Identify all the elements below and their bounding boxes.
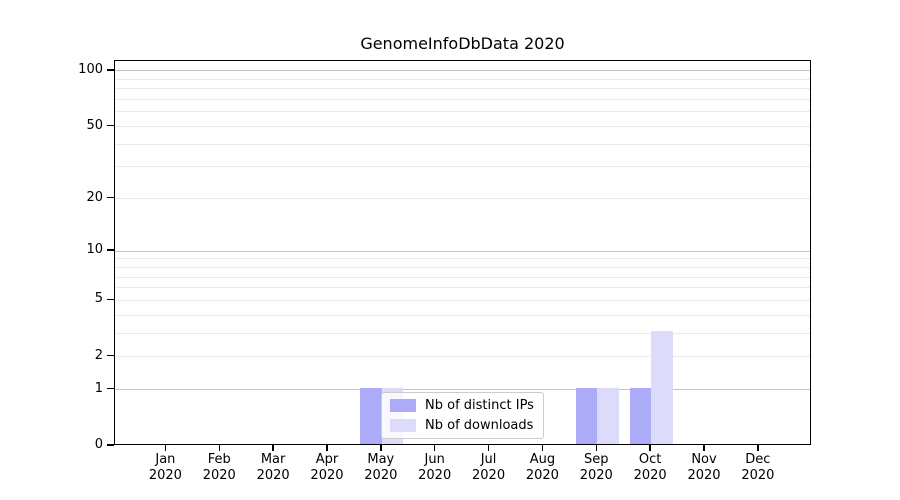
y-tick [107, 196, 114, 199]
y-tick-label: 10 [86, 242, 103, 258]
x-tick-label-may: May 2020 [364, 452, 398, 483]
gridline-minor [115, 258, 810, 260]
gridline-minor [115, 332, 810, 334]
x-tick [272, 445, 274, 451]
x-tick [757, 445, 759, 451]
y-tick-label: 20 [86, 189, 103, 205]
legend-label: Nb of distinct IPs [425, 398, 534, 413]
x-tick [380, 445, 382, 451]
gridline-minor [115, 287, 810, 289]
y-tick-label: 1 [94, 380, 103, 396]
y-tick [107, 69, 114, 71]
y-tick-label: 50 [86, 117, 103, 133]
gridline-minor [115, 111, 810, 113]
gridline-minor [115, 166, 810, 168]
x-tick-label-feb: Feb 2020 [202, 452, 236, 483]
x-tick [595, 445, 597, 451]
legend-row: Nb of downloads [390, 418, 534, 433]
x-tick-label-mar: Mar 2020 [256, 452, 290, 483]
x-tick [541, 445, 544, 451]
gridline-minor [115, 266, 810, 268]
x-tick-label-oct: Oct 2020 [633, 452, 667, 483]
bar-distinct-ips-sep [575, 387, 598, 444]
plot-area [114, 60, 811, 445]
gridline-minor [115, 299, 810, 301]
legend-swatch-icon [390, 419, 416, 432]
x-tick [218, 445, 220, 451]
y-tick [107, 124, 114, 127]
x-tick [703, 445, 705, 451]
x-tick [326, 445, 328, 451]
y-tick-label: 100 [78, 61, 103, 77]
y-tick [107, 355, 114, 357]
x-tick-label-jan: Jan 2020 [148, 452, 182, 483]
legend-label: Nb of downloads [425, 418, 534, 433]
x-tick-label-aug: Aug 2020 [525, 452, 559, 483]
bar-downloads-oct [651, 331, 673, 444]
x-tick [434, 445, 436, 451]
gridline-minor [115, 198, 810, 200]
x-tick-label-nov: Nov 2020 [687, 452, 721, 483]
gridline-minor [115, 99, 810, 101]
x-tick-label-dec: Dec 2020 [741, 452, 775, 483]
legend-row: Nb of distinct IPs [390, 398, 534, 413]
chart-title: GenomeInfoDbData 2020 [360, 34, 565, 53]
y-tick-label: 5 [94, 291, 103, 307]
gridline-minor [115, 126, 810, 127]
gridline-minor [115, 276, 810, 278]
x-tick-label-sep: Sep 2020 [579, 452, 613, 483]
gridline-minor [115, 88, 810, 90]
x-tick-label-apr: Apr 2020 [310, 452, 344, 483]
gridline-major [115, 250, 810, 252]
gridline-major [115, 389, 810, 391]
legend: Nb of distinct IPs Nb of downloads [381, 392, 544, 439]
gridline-minor [115, 78, 810, 80]
gridline-major [115, 70, 810, 72]
y-tick-label: 2 [94, 347, 103, 363]
x-tick [164, 445, 167, 451]
y-tick [107, 298, 114, 301]
bar-downloads-sep [597, 387, 619, 444]
gridline-minor [115, 356, 810, 358]
y-tick-label: 0 [94, 437, 103, 452]
legend-swatch-icon [390, 399, 416, 412]
y-tick [107, 444, 114, 446]
x-tick [649, 445, 651, 451]
x-tick-label-jun: Jun 2020 [418, 452, 452, 483]
bar-distinct-ips-may [360, 387, 382, 444]
gridline-minor [115, 143, 810, 145]
gridline-minor [115, 314, 810, 316]
y-tick [107, 387, 114, 390]
x-tick-label-jul: Jul 2020 [472, 452, 506, 483]
x-tick [487, 445, 490, 451]
bar-distinct-ips-oct [629, 387, 652, 444]
y-tick [107, 249, 114, 251]
